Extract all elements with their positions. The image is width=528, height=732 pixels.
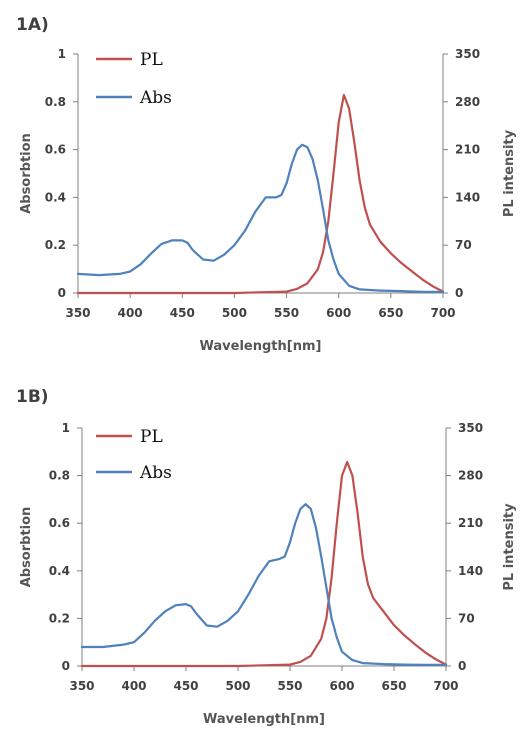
series-line-abs — [76, 143, 445, 293]
x-tick-label: 700 — [433, 679, 458, 693]
y2-axis-title: PL intensity — [502, 503, 517, 591]
y2-tick-label: 210 — [458, 516, 483, 530]
y2-tick-label: 70 — [455, 238, 472, 252]
y-tick-label: 0.2 — [49, 611, 70, 625]
x-tick-label: 450 — [170, 306, 195, 320]
x-tick-label: 600 — [329, 679, 354, 693]
x-tick-label: 650 — [381, 679, 406, 693]
y-tick-label: 0.4 — [49, 564, 70, 578]
chart-svg-1b: 1B)350 400 450 500 550 600 650 70000.20.40.60.8… — [16, 387, 517, 727]
panel-label: 1B) — [16, 387, 49, 407]
x-tick-label: 350 — [69, 679, 94, 693]
x-tick-label: 350 — [65, 306, 90, 320]
y2-tick-label: 0 — [458, 659, 466, 673]
y2-tick-label: 70 — [458, 611, 475, 625]
x-tick-label: 700 — [430, 306, 455, 320]
x-tick-label: 500 — [225, 679, 250, 693]
series-line-pl — [80, 460, 448, 668]
chart-svg-1a: 1A)350 400 450 500 550 600 650 70000.20.40.60.8… — [16, 15, 517, 354]
y-axis-title: Absorbtion — [19, 133, 34, 214]
y-tick-label: 1 — [62, 421, 70, 435]
y2-tick-label: 140 — [458, 564, 483, 578]
y-tick-label: 0.8 — [45, 95, 66, 109]
y-tick-label: 0.8 — [49, 469, 70, 483]
x-tick-label: 500 — [222, 306, 247, 320]
x-tick-label: 550 — [277, 679, 302, 693]
y2-tick-label: 350 — [458, 421, 483, 435]
y2-tick-label: 280 — [455, 95, 480, 109]
legend-label-abs: Abs — [139, 463, 172, 483]
series-line-pl — [76, 93, 445, 295]
x-tick-label: 400 — [118, 306, 143, 320]
y-tick-label: 0.2 — [45, 238, 66, 252]
chart-panel-1a: 1A) 350 400 450 500 550 600 650 700 0 0.2 0.4 0.6 0.8… — [16, 15, 517, 354]
legend-label-pl: PL — [140, 427, 163, 447]
y-axis-title: Absorbtion — [19, 507, 34, 588]
y-tick-label: 0.6 — [49, 516, 70, 530]
y-tick-label: 0 — [62, 659, 70, 673]
y2-tick-label: 0 — [455, 286, 463, 300]
x-tick-label: 450 — [173, 679, 198, 693]
y2-tick-label: 280 — [458, 469, 483, 483]
y-tick-label: 0.4 — [45, 190, 66, 204]
x-tick-label: 650 — [378, 306, 403, 320]
x-tick-label: 400 — [121, 679, 146, 693]
legend-label-pl: PL — [140, 50, 163, 70]
y-tick-label: 0 — [58, 286, 66, 300]
y2-tick-label: 140 — [455, 190, 480, 204]
y2-tick-label: 350 — [455, 47, 480, 61]
x-axis-title: Wavelength[nm] — [203, 712, 325, 727]
x-axis-title: Wavelength[nm] — [200, 339, 322, 354]
y-tick-label: 1 — [58, 47, 66, 61]
x-tick-label: 550 — [274, 306, 299, 320]
x-tick-label: 600 — [326, 306, 351, 320]
panel-label: 1A) — [16, 15, 49, 35]
y2-axis-title: PL intensity — [502, 129, 517, 217]
series-line-abs — [80, 503, 448, 666]
chart-panel-1b: 1B) 350 400 450 500 550 600 650 700 0 0.2 0.4 0.6 0.8… — [0, 366, 528, 732]
y2-tick-label: 210 — [455, 143, 480, 157]
y-tick-label: 0.6 — [45, 143, 66, 157]
legend-label-abs: Abs — [139, 88, 172, 108]
